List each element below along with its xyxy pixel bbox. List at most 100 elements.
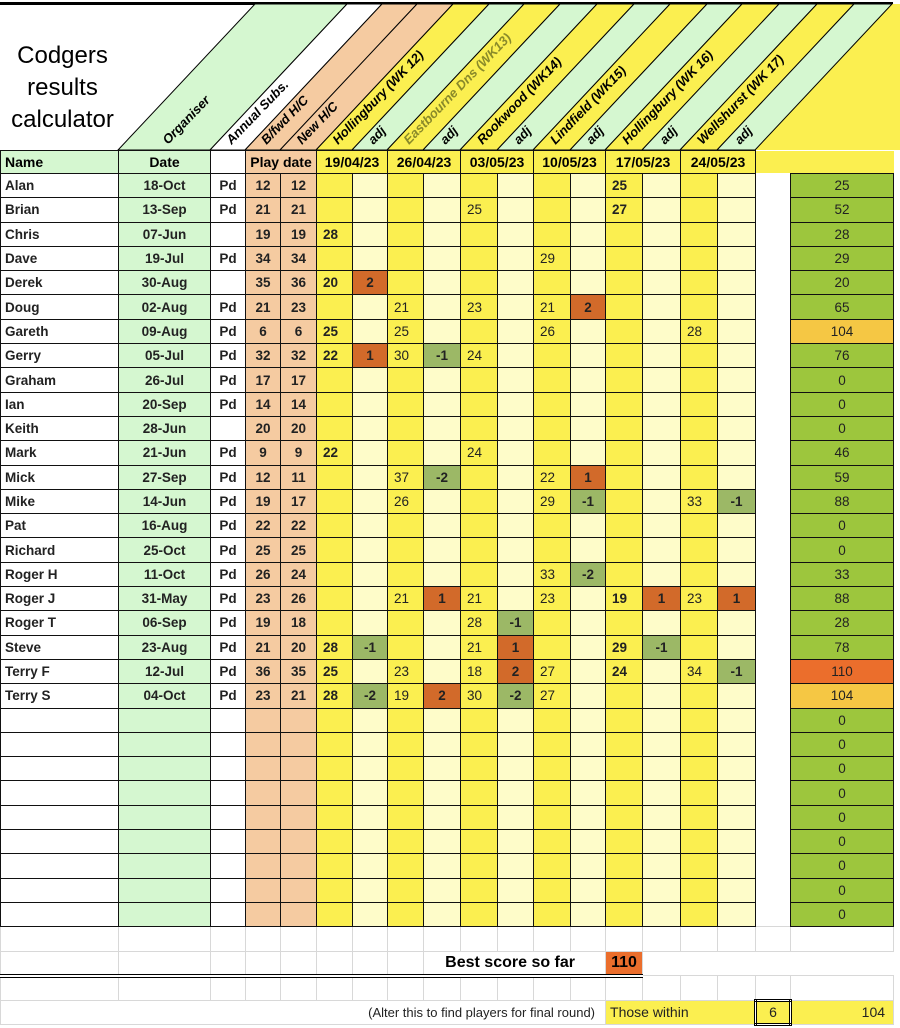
adjustment-cell[interactable] (352, 853, 389, 879)
score-cell[interactable] (605, 731, 644, 758)
adjustment-cell[interactable] (570, 683, 607, 709)
subs-paid[interactable]: Pd (210, 440, 246, 466)
score-cell[interactable] (387, 610, 425, 636)
score-cell[interactable]: 30 (387, 343, 425, 369)
adjustment-cell[interactable] (642, 464, 682, 490)
score-cell[interactable] (316, 245, 354, 272)
adjustment-cell[interactable] (570, 658, 607, 685)
score-cell[interactable] (316, 464, 354, 490)
score-cell[interactable] (460, 901, 499, 928)
adjustment-cell[interactable] (423, 440, 462, 466)
organiser-date[interactable]: 16-Aug (118, 513, 211, 539)
adjustment-cell[interactable]: -2 (423, 464, 462, 490)
subs-paid[interactable]: Pd (210, 318, 246, 345)
adjustment-cell[interactable] (642, 537, 682, 563)
subs-paid[interactable] (210, 731, 246, 758)
score-cell[interactable] (680, 756, 719, 782)
player-name[interactable]: Derek (0, 270, 119, 296)
subs-paid[interactable]: Pd (210, 464, 246, 490)
subs-paid[interactable] (210, 804, 246, 831)
empty-cell[interactable] (605, 975, 644, 1001)
score-cell[interactable] (460, 756, 499, 782)
adjustment-cell[interactable] (570, 634, 607, 660)
score-cell[interactable]: 37 (387, 464, 425, 490)
adjustment-cell[interactable] (642, 270, 682, 296)
organiser-date[interactable] (118, 829, 211, 855)
bfwd-handicap[interactable]: 26 (245, 561, 281, 588)
bfwd-handicap[interactable] (245, 804, 281, 831)
player-name[interactable]: Mick (0, 464, 119, 490)
organiser-date[interactable]: 21-Jun (118, 440, 211, 466)
adjustment-cell[interactable] (423, 513, 462, 539)
organiser-date[interactable]: 07-Jun (118, 221, 211, 247)
total-score[interactable]: 0 (790, 780, 895, 806)
score-cell[interactable] (680, 537, 719, 563)
score-cell[interactable] (605, 683, 644, 709)
score-cell[interactable] (605, 877, 644, 903)
empty-cell[interactable] (387, 975, 425, 1001)
bfwd-handicap[interactable] (245, 707, 281, 733)
adjustment-cell[interactable] (570, 877, 607, 903)
score-cell[interactable] (460, 488, 499, 515)
total-score[interactable]: 28 (790, 221, 895, 247)
adjustment-cell[interactable] (717, 634, 757, 660)
adjustment-cell[interactable] (717, 221, 757, 247)
adjustment-cell[interactable] (642, 877, 682, 903)
score-cell[interactable] (680, 513, 719, 539)
adjustment-cell[interactable] (570, 513, 607, 539)
new-handicap[interactable]: 34 (279, 245, 318, 272)
score-cell[interactable] (605, 707, 644, 733)
total-score[interactable]: 25 (790, 172, 895, 199)
score-cell[interactable] (316, 756, 354, 782)
score-cell[interactable] (387, 197, 425, 223)
score-cell[interactable] (680, 221, 719, 247)
score-cell[interactable] (605, 756, 644, 782)
score-cell[interactable]: 33 (533, 561, 572, 588)
adjustment-cell[interactable] (423, 391, 462, 417)
adjustment-cell[interactable]: -1 (642, 634, 682, 660)
player-name[interactable] (0, 877, 119, 903)
score-cell[interactable] (316, 561, 354, 588)
empty-cell[interactable] (245, 975, 281, 1001)
score-cell[interactable] (387, 780, 425, 806)
score-cell[interactable] (387, 172, 425, 199)
adjustment-cell[interactable] (497, 731, 535, 758)
organiser-date[interactable]: 13-Sep (118, 197, 211, 223)
score-cell[interactable] (533, 634, 572, 660)
organiser-date[interactable] (118, 756, 211, 782)
total-score[interactable]: 0 (790, 877, 895, 903)
new-handicap[interactable]: 11 (279, 464, 318, 490)
score-cell[interactable] (387, 829, 425, 855)
score-cell[interactable]: 28 (316, 683, 354, 709)
score-cell[interactable]: 27 (533, 658, 572, 685)
adjustment-cell[interactable] (642, 780, 682, 806)
score-cell[interactable]: 27 (533, 683, 572, 709)
score-cell[interactable] (387, 513, 425, 539)
score-cell[interactable] (460, 561, 499, 588)
score-cell[interactable]: 26 (387, 488, 425, 515)
bfwd-handicap[interactable]: 36 (245, 658, 281, 685)
adjustment-cell[interactable] (642, 731, 682, 758)
score-cell[interactable] (533, 707, 572, 733)
bfwd-handicap[interactable]: 21 (245, 197, 281, 223)
adjustment-cell[interactable] (570, 391, 607, 417)
subs-paid[interactable]: Pd (210, 610, 246, 636)
adjustment-cell[interactable]: 1 (352, 343, 389, 369)
empty-cell[interactable] (210, 975, 246, 1001)
score-cell[interactable] (680, 731, 719, 758)
score-cell[interactable] (605, 245, 644, 272)
subs-paid[interactable]: Pd (210, 561, 246, 588)
score-cell[interactable] (533, 440, 572, 466)
organiser-date[interactable]: 11-Oct (118, 561, 211, 588)
adjustment-cell[interactable]: -2 (352, 683, 389, 709)
score-cell[interactable] (680, 853, 719, 879)
empty-cell[interactable] (245, 926, 281, 952)
score-cell[interactable] (316, 610, 354, 636)
organiser-date[interactable]: 02-Aug (118, 294, 211, 320)
subs-paid[interactable]: Pd (210, 488, 246, 515)
score-cell[interactable] (680, 294, 719, 320)
adjustment-cell[interactable] (570, 245, 607, 272)
player-name[interactable] (0, 901, 119, 928)
adjustment-cell[interactable]: -2 (497, 683, 535, 709)
new-handicap[interactable]: 17 (279, 488, 318, 515)
